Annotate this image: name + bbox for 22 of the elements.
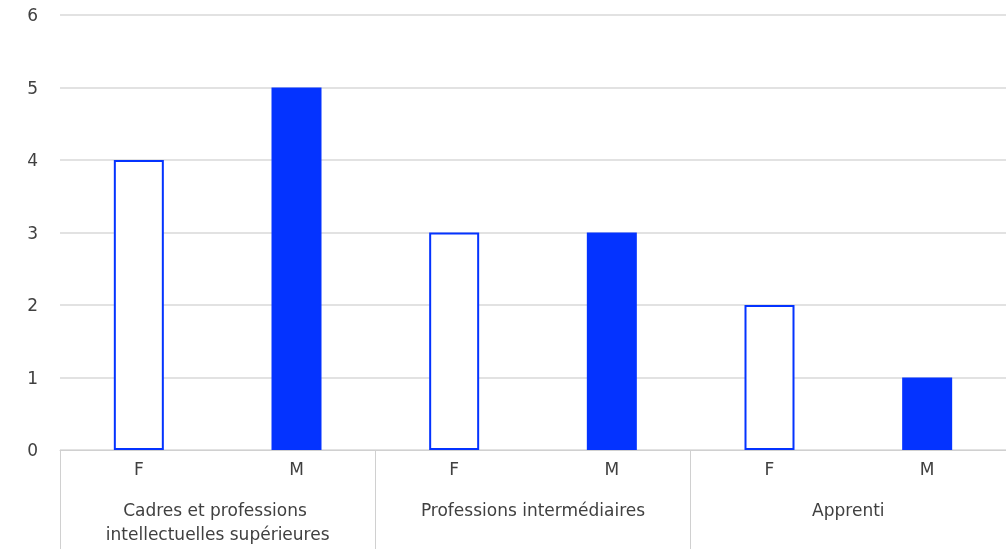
x-tick-label: M [919, 458, 935, 479]
x-tick-label: F [133, 458, 144, 479]
x-tick-label: F [449, 458, 460, 479]
y-tick-label: 5 [27, 77, 38, 98]
bar [902, 377, 953, 450]
text: Apprenti [812, 500, 885, 520]
y-tick-label: 6 [27, 5, 38, 25]
bar [744, 305, 795, 450]
y-tick-label: 2 [27, 295, 38, 315]
x-tick-label: M [289, 458, 304, 479]
text: Cadres et professions intellectuelles supérieures [105, 500, 330, 544]
text: Professions intermédiaires [420, 500, 646, 520]
y-tick-label: 3 [27, 222, 38, 243]
y-tick-label: 1 [27, 367, 38, 388]
x-tick-label: F [764, 458, 775, 479]
bar [429, 232, 480, 450]
y-tick-label: 0 [27, 440, 38, 460]
bar [113, 160, 164, 450]
x-tick-label: M [604, 458, 620, 479]
bar [586, 232, 637, 450]
bar [271, 87, 322, 450]
y-tick-label: 4 [27, 150, 38, 170]
